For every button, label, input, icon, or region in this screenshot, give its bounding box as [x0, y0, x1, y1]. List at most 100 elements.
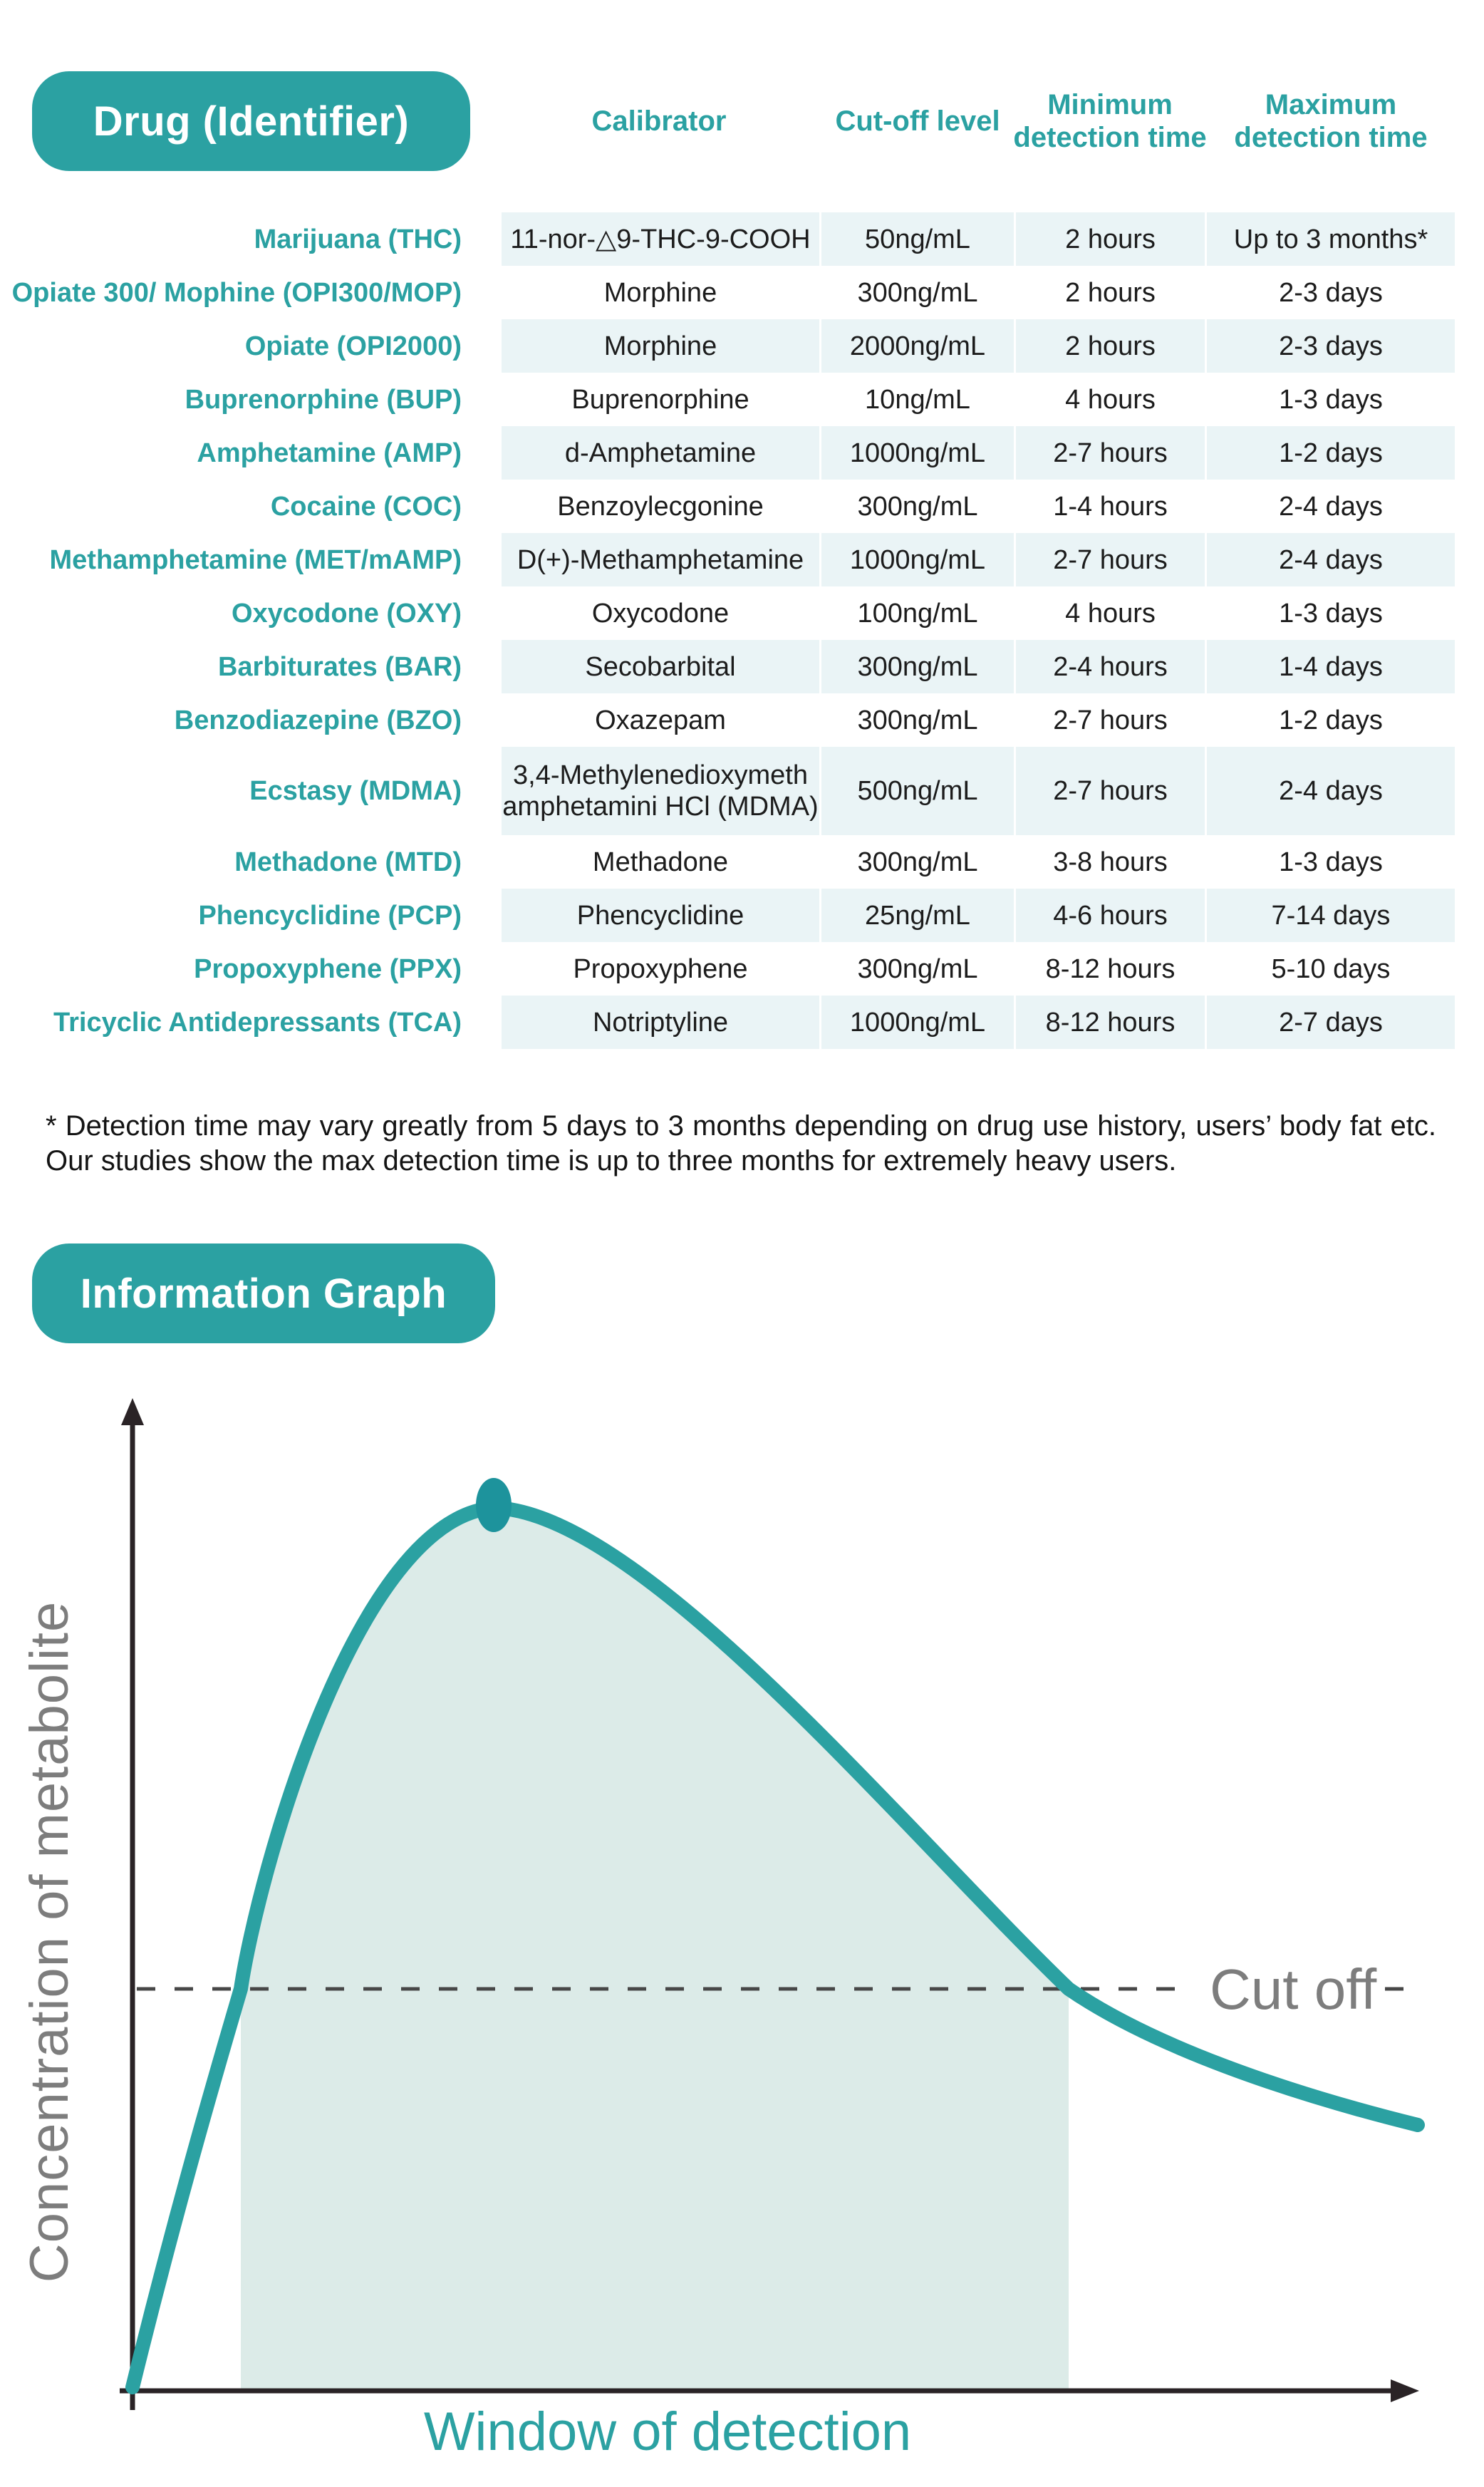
cell-max: 1-4 days: [1207, 640, 1455, 693]
cell-drug: Ecstasy (MDMA): [249, 776, 462, 806]
cell-min: 2-7 hours: [1016, 747, 1205, 835]
cell-max: 1-3 days: [1279, 598, 1383, 629]
cell-drug: Methadone (MTD): [234, 847, 462, 877]
x-axis-arrow: [1391, 2379, 1419, 2402]
cell-min: 4 hours: [1065, 384, 1156, 415]
peak-dot: [476, 1478, 512, 1532]
information-graph-badge-label: Information Graph: [80, 1270, 447, 1317]
cell-cal: 3,4-Methylenedioxymeth amphetamini HCl (…: [502, 747, 819, 835]
cell-cut: 1000ng/mL: [821, 426, 1014, 480]
cell-cut: 500ng/mL: [821, 747, 1014, 835]
cell-max: 2-4 days: [1279, 491, 1383, 522]
max-header-line1: Maximum: [1265, 89, 1397, 120]
cell-cut: 300ng/mL: [857, 953, 978, 984]
cell-max: 2-7 days: [1207, 996, 1455, 1049]
cell-cal: Oxycodone: [591, 598, 730, 629]
cell-min: 8-12 hours: [1016, 996, 1205, 1049]
cell-min: 2-7 hours: [1016, 426, 1205, 480]
cell-cal: Notriptyline: [502, 996, 819, 1049]
footnote: * Detection time may vary greatly from 5…: [46, 1110, 1436, 1177]
table-body: Marijuana (THC) 11-nor-△9-THC-9-COOH 50ng/…: [0, 212, 1457, 1049]
cell-cal: Morphine: [502, 319, 819, 373]
cell-min: 3-8 hours: [1053, 847, 1168, 877]
table-row: Marijuana (THC) 11-nor-△9-THC-9-COOH 50ng/…: [0, 212, 1457, 266]
cell-cut: 10ng/mL: [865, 384, 970, 415]
table-row: Methadone (MTD) Methadone 300ng/mL 3-8 hour…: [0, 835, 1457, 889]
cell-cut: 300ng/mL: [857, 705, 978, 735]
cell-min: 1-4 hours: [1053, 491, 1168, 522]
cell-drug: Barbiturates (BAR): [217, 651, 462, 682]
cell-max: 7-14 days: [1207, 889, 1455, 942]
cell-max: 2-4 days: [1207, 533, 1455, 586]
cell-drug: Cocaine (COC): [270, 491, 462, 522]
cell-drug: Opiate 300/ Mophine (OPI300/MOP): [11, 277, 462, 308]
cell-cal: Oxazepam: [595, 705, 726, 735]
cell-max: 1-3 days: [1279, 384, 1383, 415]
cell-min: 2-7 hours: [1053, 705, 1168, 735]
cell-max: Up to 3 months*: [1207, 212, 1455, 266]
cell-min: 4 hours: [1065, 598, 1156, 629]
cell-cal: d-Amphetamine: [502, 426, 819, 480]
table-row: Amphetamine (AMP) d-Amphetamine 1000ng/mL 2…: [0, 426, 1457, 480]
information-graph: Cut off Concentration of metabolite Wind…: [19, 1398, 1425, 2462]
cell-cal: Methadone: [592, 847, 729, 877]
cell-drug: Buprenorphine (BUP): [185, 384, 462, 415]
cell-max: 5-10 days: [1271, 953, 1391, 984]
cell-max: 2-3 days: [1279, 277, 1383, 308]
cell-drug: Oxycodone (OXY): [231, 598, 462, 629]
cell-min: 4-6 hours: [1016, 889, 1205, 942]
cell-drug: Tricyclic Antidepressants (TCA): [53, 1007, 462, 1038]
min-header-line1: Minimum: [1047, 89, 1173, 120]
table-row: Ecstasy (MDMA) 3,4-Methylenedioxymeth amp…: [0, 747, 1457, 835]
column-header-cutoff-level: Cut-off level: [835, 105, 1000, 137]
table-row: Propoxyphene (PPX) Propoxyphene 300ng/mL 8-…: [0, 942, 1457, 996]
cell-cal: Secobarbital: [502, 640, 819, 693]
cell-min: 8-12 hours: [1045, 953, 1176, 984]
cell-drug: Opiate (OPI2000): [244, 331, 462, 361]
cell-max: 2-4 days: [1207, 747, 1455, 835]
cell-cut: 2000ng/mL: [821, 319, 1014, 373]
cell-drug: Methamphetamine (MET/mAMP): [49, 544, 462, 575]
cell-min: 2-4 hours: [1016, 640, 1205, 693]
cell-drug: Benzodiazepine (BZO): [174, 705, 462, 735]
cell-cut: 300ng/mL: [821, 640, 1014, 693]
drug-identifier-badge-label: Drug (Identifier): [93, 98, 410, 145]
table-row: Buprenorphine (BUP) Buprenorphine 10ng/mL 4…: [0, 373, 1457, 426]
cell-drug: Amphetamine (AMP): [197, 438, 462, 468]
cell-drug: Marijuana (THC): [254, 224, 462, 254]
table-row: Barbiturates (BAR) Secobarbital 300ng/mL 2-…: [0, 640, 1457, 693]
cell-drug: Propoxyphene (PPX): [194, 953, 462, 984]
cell-cut: 300ng/mL: [857, 847, 978, 877]
table-row: Benzodiazepine (BZO) Oxazepam 300ng/mL 2-7 …: [0, 693, 1457, 747]
y-axis-label: Concentration of metabolite: [19, 1601, 80, 2282]
cell-min: 2 hours: [1065, 277, 1156, 308]
detection-window-shade: [241, 1508, 1069, 2389]
cell-cut: 50ng/mL: [821, 212, 1014, 266]
cell-min: 2 hours: [1016, 212, 1205, 266]
table-row: Phencyclidine (PCP) Phencyclidine 25ng/mL 4…: [0, 889, 1457, 942]
cell-cal: Morphine: [603, 277, 717, 308]
cell-cut: 100ng/mL: [857, 598, 978, 629]
cell-drug: Phencyclidine (PCP): [198, 900, 462, 931]
min-header-line2: detection time: [1013, 122, 1207, 153]
table-row: Methamphetamine (MET/mAMP) D(+)-Methamphe…: [0, 533, 1457, 586]
cell-min: 2 hours: [1016, 319, 1205, 373]
column-header-min-detection: Minimum detection time: [1003, 88, 1217, 154]
cell-max: 1-2 days: [1279, 705, 1383, 735]
cell-cal: Buprenorphine: [571, 384, 749, 415]
cell-cut: 1000ng/mL: [821, 533, 1014, 586]
cell-cal: D(+)-Methamphetamine: [502, 533, 819, 586]
cell-min: 2-7 hours: [1016, 533, 1205, 586]
information-graph-badge: Information Graph: [32, 1244, 495, 1343]
cell-cal: Benzoylecgonine: [557, 491, 764, 522]
cell-cut: 300ng/mL: [857, 491, 978, 522]
cell-cal: Propoxyphene: [573, 953, 748, 984]
max-header-line2: detection time: [1234, 122, 1428, 153]
cell-cut: 300ng/mL: [857, 277, 978, 308]
cutoff-label: Cut off: [1210, 1958, 1377, 2021]
cell-cut: 25ng/mL: [821, 889, 1014, 942]
table-row: Oxycodone (OXY) Oxycodone 100ng/mL 4 hours 1…: [0, 586, 1457, 640]
x-axis-label: Window of detection: [424, 2401, 911, 2462]
y-axis-arrow: [121, 1398, 144, 1425]
